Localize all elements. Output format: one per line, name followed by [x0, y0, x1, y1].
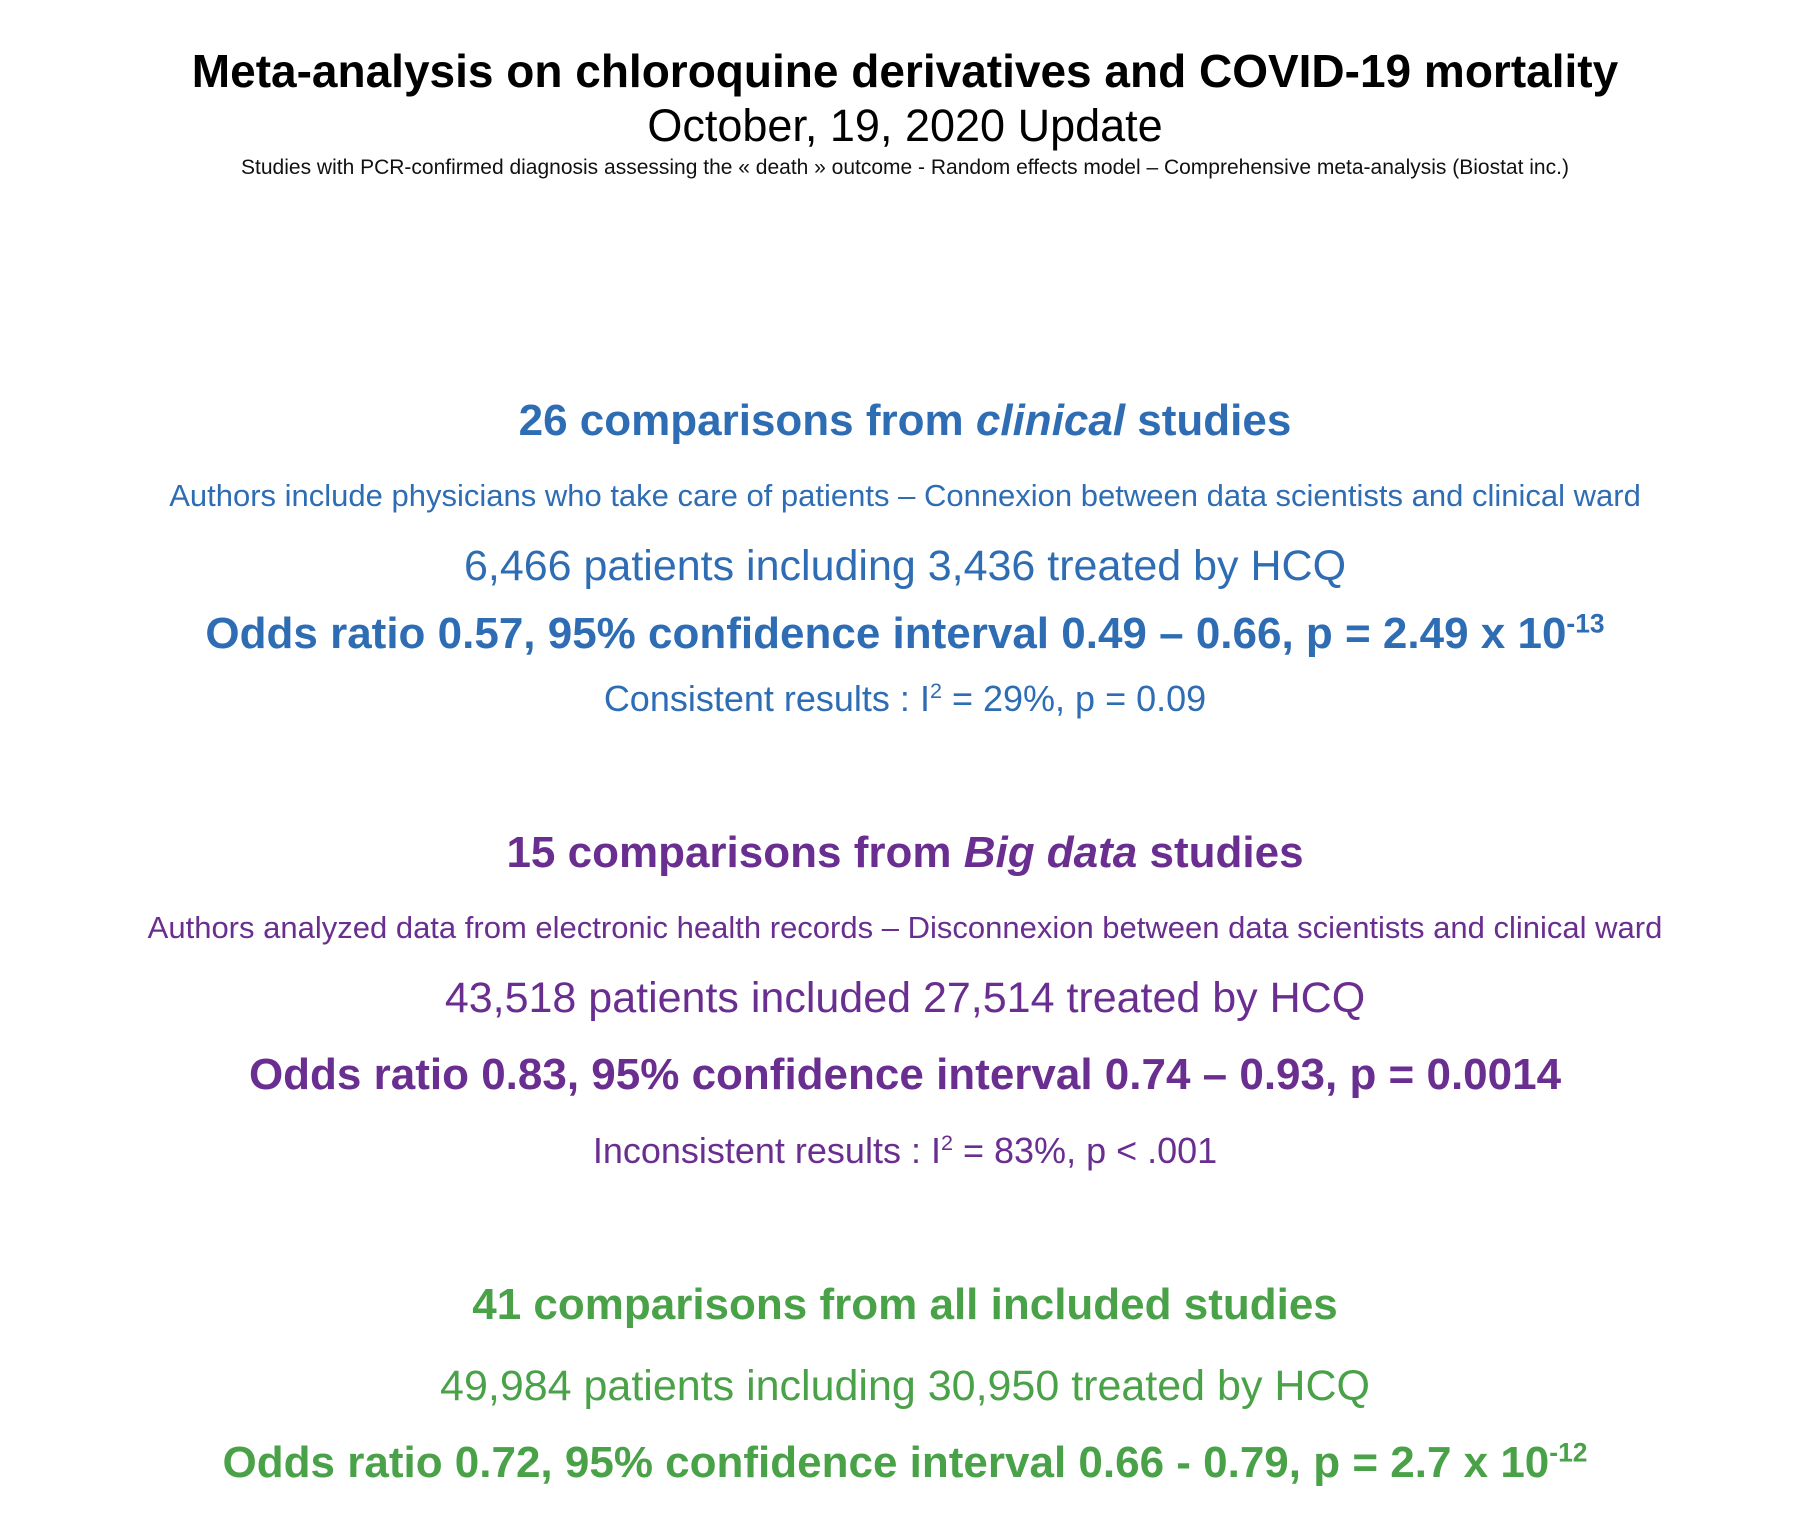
- clinical-odds-ratio: Odds ratio 0.57, 95% confidence interval…: [205, 608, 1605, 658]
- all-odds-exponent: -12: [1549, 1437, 1588, 1468]
- bigdata-heading: 15 comparisons from Big data studies: [506, 828, 1304, 877]
- all-odds-ratio: Odds ratio 0.72, 95% confidence interval…: [222, 1437, 1588, 1487]
- bigdata-subtitle: Authors analyzed data from electronic he…: [147, 910, 1663, 945]
- bigdata-consistency: Inconsistent results : I2 = 83%, p < .00…: [592, 1130, 1218, 1171]
- bigdata-odds-ratio: Odds ratio 0.83, 95% confidence interval…: [248, 1050, 1562, 1099]
- clinical-consistency: Consistent results : I2 = 29%, p = 0.09: [603, 678, 1207, 719]
- bigdata-patients: 43,518 patients included 27,514 treated …: [444, 974, 1366, 1022]
- all-patients: 49,984 patients including 30,950 treated…: [440, 1362, 1370, 1410]
- update-date: October, 19, 2020 Update: [647, 100, 1163, 151]
- page-title: Meta-analysis on chloroquine derivatives…: [191, 45, 1619, 97]
- bigdata-heading-emphasis: Big data: [963, 828, 1138, 877]
- clinical-heading-emphasis: clinical: [975, 396, 1126, 445]
- clinical-patients: 6,466 patients including 3,436 treated b…: [463, 542, 1347, 590]
- clinical-odds-exponent: -13: [1566, 608, 1605, 639]
- clinical-heading: 26 comparisons from clinical studies: [518, 396, 1292, 445]
- all-heading: 41 comparisons from all included studies: [472, 1280, 1338, 1329]
- clinical-subtitle: Authors include physicians who take care…: [169, 478, 1641, 513]
- method-note: Studies with PCR-confirmed diagnosis ass…: [241, 156, 1569, 179]
